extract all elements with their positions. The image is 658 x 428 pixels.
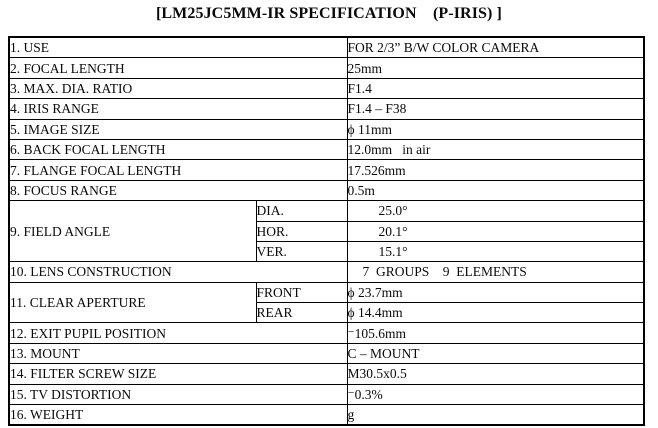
spec-value-cell: F1.4 – F38	[346, 98, 645, 120]
spec-row: 16. WEIGHT g	[8, 404, 645, 426]
spec-row: 13. MOUNT C – MOUNT	[8, 342, 645, 365]
spec-row: 6. BACK FOCAL LENGTH 12.0mm in air	[8, 138, 645, 161]
spec-value-cell: g	[346, 404, 645, 426]
spec-value-cell: ⁻0.3%	[346, 383, 645, 406]
spec-row: 12. EXIT PUPIL POSITION ⁻105.6mm	[8, 322, 645, 344]
spec-row: 4. IRIS RANGE F1.4 – F38	[8, 98, 645, 120]
spec-label-cell: 14. FILTER SCREW SIZE	[8, 363, 348, 385]
spec-label-cell: 4. IRIS RANGE	[8, 98, 348, 120]
spec-label-cell: 9. FIELD ANGLE	[8, 200, 257, 263]
spec-row: 10. LENS CONSTRUCTION 7 GROUPS 9 ELEMENTS	[8, 261, 645, 283]
spec-sublabel-cell: DIA.	[255, 200, 348, 222]
spec-label-cell: 11. CLEAR APERTURE	[8, 281, 257, 324]
spec-value-cell: ϕ 14.4mm	[346, 302, 645, 324]
spec-label-cell: 3. MAX. DIA. RATIO	[8, 77, 348, 100]
spec-row: 15. TV DISTORTION ⁻0.3%	[8, 383, 645, 406]
spec-sublabel-cell: HOR.	[255, 220, 348, 242]
spec-sublabel-cell: FRONT	[255, 281, 348, 304]
spec-value-cell: 12.0mm in air	[346, 138, 645, 161]
spec-value-cell: 17.526mm	[346, 159, 645, 181]
spec-row: 5. IMAGE SIZE ϕ 11mm	[8, 118, 645, 140]
spec-label-cell: 8. FOCUS RANGE	[8, 179, 348, 202]
spec-label-cell: 5. IMAGE SIZE	[8, 118, 348, 140]
spec-label-cell: 16. WEIGHT	[8, 404, 348, 426]
specification-table: 1. USE FOR 2/3” B/W COLOR CAMERA 2. FOCAL …	[8, 36, 646, 427]
spec-value-cell: 15.1°	[346, 240, 645, 263]
spec-sublabel-cell: REAR	[255, 302, 348, 324]
page-title: [LM25JC5MM-IR SPECIFICATION (P-IRIS) ]	[155, 5, 502, 22]
spec-row: 9. FIELD ANGLE DIA. 25.0°	[8, 200, 645, 263]
spec-row: 3. MAX. DIA. RATIO F1.4	[8, 77, 645, 100]
spec-row: REAR ϕ 14.4mm	[9, 302, 645, 324]
spec-value-cell: F1.4	[346, 77, 645, 100]
spec-label-cell: 13. MOUNT	[8, 342, 348, 365]
spec-label-cell: 15. TV DISTORTION	[8, 383, 348, 406]
spec-label-cell: 7. FLANGE FOCAL LENGTH	[8, 159, 348, 181]
spec-value-cell: 25.0°	[346, 200, 645, 222]
spec-value-cell: M30.5x0.5	[346, 363, 645, 385]
spec-row: 14. FILTER SCREW SIZE M30.5x0.5	[8, 363, 645, 385]
spec-row: 8. FOCUS RANGE 0.5m	[8, 179, 645, 202]
spec-row: 2. FOCAL LENGTH 25mm	[8, 57, 645, 79]
spec-value-cell: 0.5m	[346, 179, 645, 202]
spec-value-cell: 25mm	[346, 57, 645, 79]
spec-value-cell: C – MOUNT	[346, 342, 645, 365]
spec-row: 11. CLEAR APERTURE FRONT ϕ 23.7mm	[8, 281, 645, 324]
spec-label-cell: 10. LENS CONSTRUCTION	[8, 261, 348, 283]
spec-value-cell: ϕ 11mm	[346, 118, 645, 140]
spec-value-cell: 20.1°	[346, 220, 645, 242]
spec-value-cell: ⁻105.6mm	[346, 322, 645, 344]
spec-row: 1. USE FOR 2/3” B/W COLOR CAMERA	[8, 36, 645, 59]
spec-label-cell: 1. USE	[8, 36, 348, 59]
spec-row: 7. FLANGE FOCAL LENGTH 17.526mm	[8, 159, 645, 181]
spec-label-cell: 6. BACK FOCAL LENGTH	[8, 138, 348, 161]
spec-label-cell: 2. FOCAL LENGTH	[8, 57, 348, 79]
specification-table-body: 1. USE FOR 2/3” B/W COLOR CAMERA 2. FOCAL …	[8, 36, 645, 426]
spec-label-cell: 12. EXIT PUPIL POSITION	[8, 322, 348, 344]
spec-sublabel-cell: VER.	[255, 240, 348, 263]
spec-value-cell: FOR 2/3” B/W COLOR CAMERA	[346, 36, 645, 59]
spec-value-cell: ϕ 23.7mm	[346, 281, 645, 304]
spec-value-cell: 7 GROUPS 9 ELEMENTS	[346, 261, 645, 283]
